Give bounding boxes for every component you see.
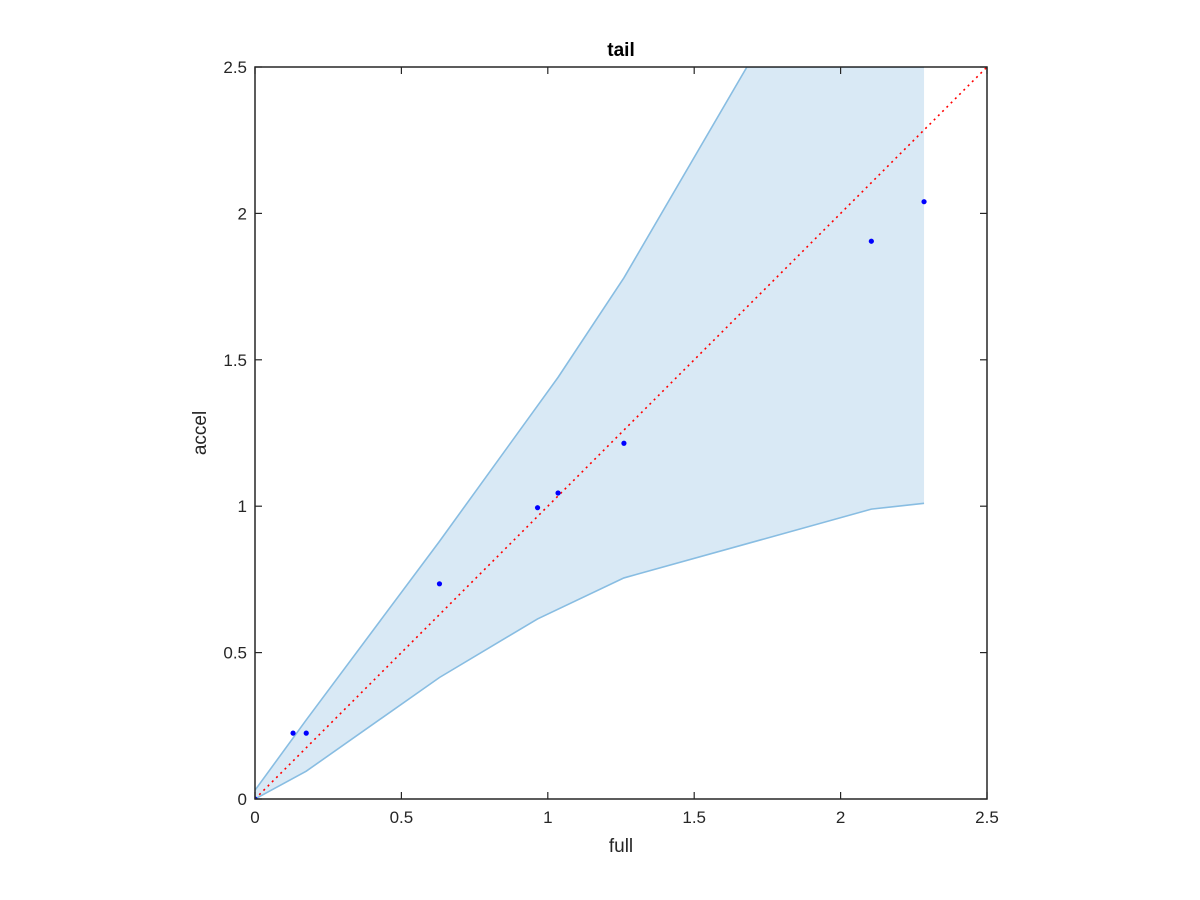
data-point — [921, 199, 927, 205]
data-point — [868, 238, 874, 244]
x-tick-label: 2 — [836, 808, 845, 827]
data-point — [303, 730, 309, 736]
y-tick-label: 2 — [238, 204, 247, 223]
data-point — [534, 505, 541, 511]
data-point — [555, 490, 561, 496]
y-tick-label: 1.5 — [223, 351, 247, 370]
reference-line — [255, 67, 987, 799]
confidence-band — [255, 67, 925, 799]
x-tick-label: 0.5 — [390, 808, 414, 827]
x-tick-label: 2.5 — [975, 808, 999, 827]
y-tick-label: 0.5 — [223, 644, 247, 663]
band-lower-edge — [255, 502, 925, 799]
band-upper-edge — [255, 67, 925, 791]
x-axis-label: full — [609, 836, 633, 857]
x-tick-label: 1 — [543, 808, 552, 827]
x-tick-label: 0 — [250, 808, 259, 827]
y-axis-label: accel — [190, 411, 211, 455]
plot-frame — [254, 66, 988, 800]
data-point — [290, 730, 296, 736]
y-tick-label: 2.5 — [223, 58, 247, 77]
y-tick-label: 0 — [238, 790, 247, 809]
x-tick-label: 1.5 — [682, 808, 706, 827]
data-point — [621, 440, 627, 446]
y-tick-label: 1 — [238, 497, 247, 516]
data-point — [436, 581, 443, 587]
chart-title: tail — [607, 40, 634, 61]
